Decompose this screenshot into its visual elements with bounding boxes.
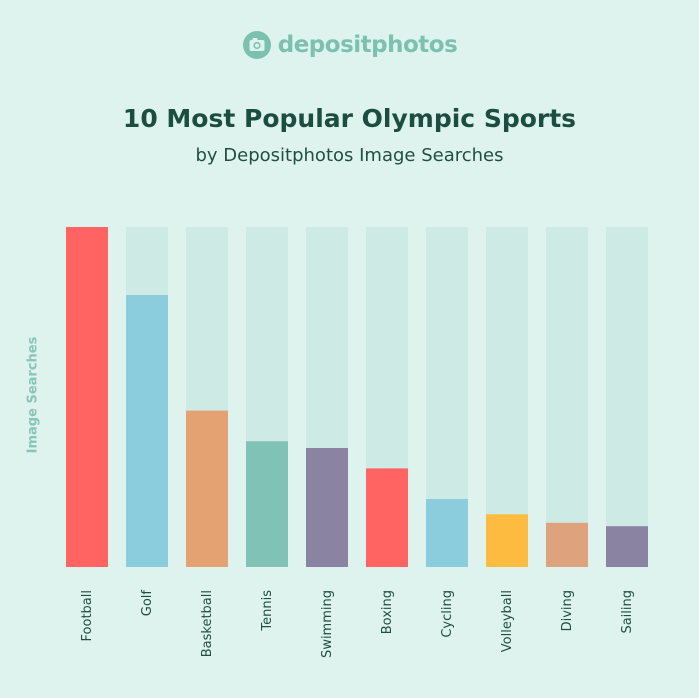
- x-tick-label: Swimming: [320, 590, 335, 658]
- x-tick-label: Diving: [560, 590, 575, 631]
- x-tick-label: Basketball: [200, 590, 215, 657]
- bar-track: [606, 227, 648, 567]
- bar-track: [486, 227, 528, 567]
- camera-icon: [242, 31, 271, 59]
- bar-track: [546, 227, 588, 567]
- x-tick-label: Tennis: [260, 590, 275, 632]
- bar-cycling: [426, 499, 468, 567]
- bar-swimming: [306, 448, 348, 567]
- bar-golf: [126, 295, 168, 567]
- logo: depositphotos: [0, 30, 699, 64]
- bar-diving: [546, 522, 588, 567]
- chart-title: 10 Most Popular Olympic Sports: [122, 104, 577, 133]
- x-tick-label: Volleyball: [500, 590, 515, 652]
- x-tick-label: Golf: [140, 590, 155, 617]
- bar-boxing: [366, 468, 408, 567]
- chart-subtitle: by Depositphotos Image Searches: [195, 145, 504, 166]
- bar-volleyball: [486, 514, 528, 567]
- bar-football: [66, 227, 108, 567]
- bar-sailing: [606, 526, 648, 567]
- x-tick-label: Football: [80, 590, 95, 641]
- x-tick-label: Sailing: [620, 590, 635, 634]
- bar-basketball: [186, 410, 228, 567]
- bar-tennis: [246, 441, 288, 567]
- logo-text: depositphotos: [277, 32, 458, 58]
- x-tick-label: Cycling: [440, 590, 455, 638]
- x-tick-label: Boxing: [380, 590, 395, 634]
